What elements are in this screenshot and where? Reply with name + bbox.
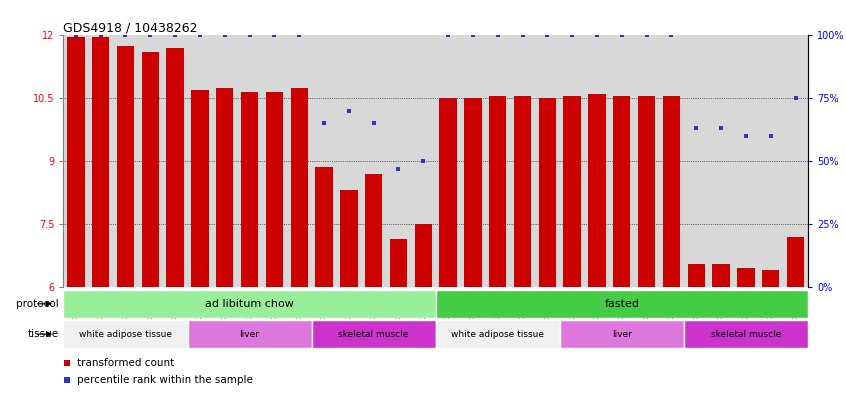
Bar xyxy=(63,320,188,348)
Bar xyxy=(63,290,436,318)
Bar xyxy=(316,167,332,287)
Text: liver: liver xyxy=(612,330,632,338)
Bar xyxy=(141,52,159,287)
Bar xyxy=(539,98,556,287)
Bar xyxy=(684,320,808,348)
Bar xyxy=(737,268,755,287)
Bar xyxy=(514,96,531,287)
Bar xyxy=(67,37,85,287)
Bar xyxy=(216,88,233,287)
Bar xyxy=(489,96,507,287)
Bar xyxy=(662,96,680,287)
Bar xyxy=(167,48,184,287)
Bar xyxy=(191,90,209,287)
Text: skeletal muscle: skeletal muscle xyxy=(711,330,781,338)
Bar xyxy=(436,320,560,348)
Text: tissue: tissue xyxy=(28,329,59,339)
Bar xyxy=(390,239,407,287)
Text: fasted: fasted xyxy=(604,299,640,309)
Text: GDS4918 / 10438262: GDS4918 / 10438262 xyxy=(63,21,198,34)
Text: white adipose tissue: white adipose tissue xyxy=(451,330,544,338)
Bar xyxy=(613,96,630,287)
Bar xyxy=(588,94,606,287)
Bar xyxy=(266,92,283,287)
Bar xyxy=(439,98,457,287)
Bar xyxy=(365,174,382,287)
Text: ad libitum chow: ad libitum chow xyxy=(205,299,294,309)
Bar xyxy=(241,92,258,287)
Text: percentile rank within the sample: percentile rank within the sample xyxy=(77,375,253,385)
Bar xyxy=(340,191,358,287)
Bar xyxy=(464,98,481,287)
Bar xyxy=(92,37,109,287)
Bar xyxy=(560,320,684,348)
Bar xyxy=(188,320,311,348)
Text: protocol: protocol xyxy=(16,299,59,309)
Text: white adipose tissue: white adipose tissue xyxy=(79,330,172,338)
Bar xyxy=(762,270,779,287)
Bar xyxy=(787,237,805,287)
Bar xyxy=(436,290,808,318)
Text: liver: liver xyxy=(239,330,260,338)
Bar xyxy=(712,264,730,287)
Bar xyxy=(290,88,308,287)
Text: skeletal muscle: skeletal muscle xyxy=(338,330,409,338)
Bar xyxy=(688,264,705,287)
Bar xyxy=(311,320,436,348)
Bar xyxy=(117,46,135,287)
Bar xyxy=(563,96,581,287)
Bar xyxy=(638,96,656,287)
Bar xyxy=(415,224,432,287)
Text: transformed count: transformed count xyxy=(77,358,174,367)
